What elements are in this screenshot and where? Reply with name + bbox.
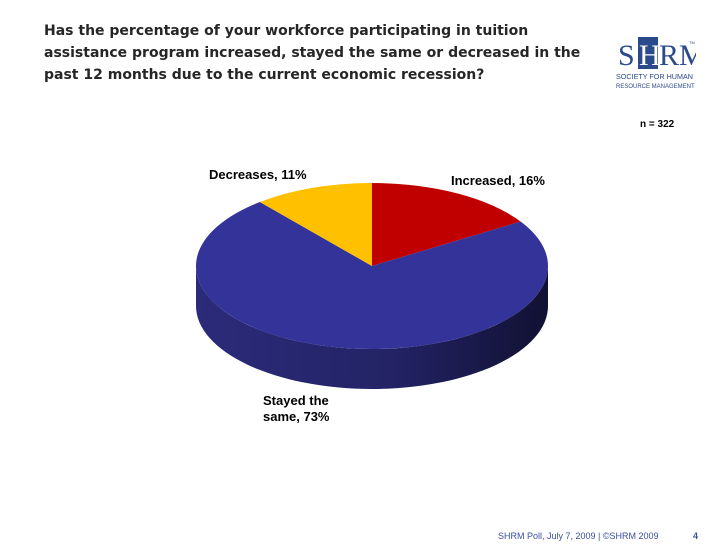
pie-slice-decreases: [259, 183, 372, 266]
logo-letter-s: S: [618, 39, 635, 72]
slice-label-stayed-the-same: Stayed the same, 73%: [263, 393, 353, 425]
shrm-logo: S H RM TM SOCIETY FOR HUMAN RESOURCE MAN…: [612, 35, 706, 91]
pie-slice-stayed-the-same: [195, 202, 548, 349]
slice-label-stayed-line2: same, 73%: [263, 409, 330, 424]
page-number: 4: [693, 531, 699, 541]
logo-letter-h: H: [639, 39, 661, 72]
pie-side-wall: [196, 266, 548, 389]
slice-label-increased: Increased, 16%: [451, 173, 545, 188]
slide-title: Has the percentage of your workforce par…: [44, 23, 581, 83]
footer-source: SHRM Poll, July 7, 2009 | ©SHRM 2009: [498, 531, 659, 541]
slice-label-stayed-line1: Stayed the: [263, 393, 329, 408]
slice-label-decreases: Decreases, 11%: [209, 167, 307, 182]
logo-line2: RESOURCE MANAGEMENT: [616, 84, 695, 90]
pie-side-stayed-the-same: [196, 266, 548, 389]
logo-line1: SOCIETY FOR HUMAN: [616, 72, 693, 81]
pie-top-face: [195, 183, 548, 349]
sample-size-label: n = 322: [640, 119, 675, 130]
logo-tm: TM: [689, 40, 695, 45]
pie-slice-increased: [372, 183, 521, 266]
